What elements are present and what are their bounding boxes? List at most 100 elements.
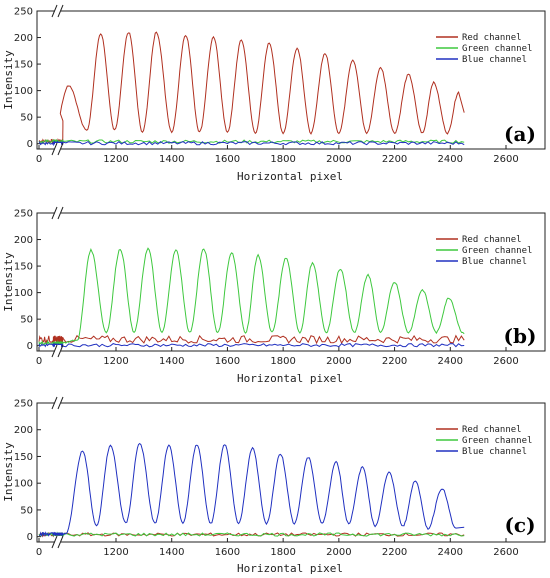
- y-tick-label: 150: [14, 60, 33, 71]
- legend-label: Red channel: [462, 235, 522, 245]
- x-tick-label: 1600: [215, 547, 240, 558]
- ticks-b: [37, 212, 507, 351]
- x-tick-label: 1600: [215, 154, 240, 165]
- y-tick-label: 150: [14, 262, 33, 273]
- y-tick-labels-b: 0 50 100 150 200 250: [14, 209, 33, 353]
- x-tick-label: 2600: [493, 356, 518, 367]
- series-line-red-channel: [38, 334, 465, 345]
- x-tick-label: 0: [36, 356, 42, 367]
- y-tick-label: 250: [14, 209, 33, 220]
- series-line-red-channel: [38, 31, 465, 145]
- ticks-c: [37, 402, 507, 542]
- legend-label: Green channel: [462, 44, 532, 54]
- series-line-blue-channel: [38, 342, 465, 348]
- y-axis-title-b: Intensity: [2, 252, 15, 312]
- axis-break-gap: [55, 536, 61, 548]
- x-tick-labels-b: 0 1200 1400 1600 1800 2000 2200 2400 2600: [36, 356, 519, 367]
- y-tick-label: 0: [27, 532, 33, 543]
- legend-label: Blue channel: [462, 447, 527, 457]
- axis-break-a: [51, 4, 64, 156]
- axis-break-mark: [57, 142, 64, 156]
- axis-break-b: [51, 206, 64, 358]
- axis-break-mark: [57, 396, 64, 410]
- panel-label-a: (a): [504, 122, 536, 146]
- x-tick-label: 1400: [159, 356, 184, 367]
- plot-area-c: [36, 402, 546, 543]
- y-tick-label: 200: [14, 33, 33, 44]
- y-tick-label: 50: [20, 113, 33, 124]
- y-tick-labels-c: 0 50 100 150 200 250: [14, 399, 33, 544]
- x-tick-labels-a: 0 1200 1400 1600 1800 2000 2200 2400 2600: [36, 154, 519, 165]
- x-tick-labels-c: 0 1200 1400 1600 1800 2000 2200 2400 2600: [36, 547, 519, 558]
- x-tick-label: 1200: [103, 356, 128, 367]
- legend-label: Green channel: [462, 436, 532, 446]
- x-tick-label: 1400: [159, 547, 184, 558]
- x-axis-title-c: Horizontal pixel: [237, 562, 343, 575]
- y-tick-label: 50: [20, 505, 33, 516]
- y-tick-label: 100: [14, 479, 33, 490]
- x-tick-label: 1600: [215, 356, 240, 367]
- y-axis-title-a: Intensity: [2, 50, 15, 110]
- ticks-a: [37, 10, 507, 149]
- x-tick-label: 0: [36, 154, 42, 165]
- y-tick-label: 100: [14, 86, 33, 97]
- legend-label: Red channel: [462, 33, 522, 43]
- series-layer-c: [38, 442, 465, 538]
- series-line-blue-channel: [38, 442, 465, 538]
- x-tick-label: 1200: [103, 547, 128, 558]
- x-tick-label: 2400: [438, 154, 463, 165]
- panel-c: 0 50 100 150 200 250 0 1200 1400 1600 1800 2000 220…: [2, 396, 546, 575]
- y-tick-labels-a: 0 50 100 150 200 250: [14, 7, 33, 151]
- axis-break-mark: [57, 206, 64, 220]
- x-tick-label: 2000: [326, 356, 351, 367]
- series-layer-b: [38, 247, 465, 348]
- axis-break-c: [51, 396, 64, 549]
- axis-break-gap: [55, 5, 61, 17]
- y-tick-label: 0: [27, 341, 33, 352]
- legend-label: Red channel: [462, 425, 522, 435]
- x-tick-label: 2000: [326, 547, 351, 558]
- axis-break-mark: [51, 4, 58, 18]
- axis-break-gap: [55, 143, 61, 155]
- plot-area-b: [36, 212, 546, 352]
- x-tick-label: 2600: [493, 154, 518, 165]
- legend-label: Green channel: [462, 246, 532, 256]
- y-tick-label: 50: [20, 315, 33, 326]
- series-layer-a: [38, 31, 465, 147]
- panel-b: 0 50 100 150 200 250 0 1200 1400 1600 1800 2000 220…: [2, 206, 546, 385]
- y-tick-label: 250: [14, 7, 33, 18]
- axis-break-mark: [51, 396, 58, 410]
- x-tick-label: 1200: [103, 154, 128, 165]
- x-tick-label: 2600: [493, 547, 518, 558]
- x-tick-label: 1800: [270, 547, 295, 558]
- y-tick-label: 150: [14, 452, 33, 463]
- y-axis-title-c: Intensity: [2, 442, 15, 502]
- legend-label: Blue channel: [462, 55, 527, 65]
- axis-break-mark: [57, 535, 64, 549]
- y-tick-label: 250: [14, 399, 33, 410]
- x-tick-label: 2400: [438, 547, 463, 558]
- axis-break-gap: [55, 397, 61, 409]
- x-tick-label: 2200: [382, 154, 407, 165]
- panel-label-c: (c): [504, 513, 535, 537]
- axis-break-gap: [55, 207, 61, 219]
- axis-break-mark: [51, 142, 58, 156]
- series-line-green-channel: [38, 247, 465, 347]
- x-tick-label: 2200: [382, 356, 407, 367]
- axis-break-mark: [51, 344, 58, 358]
- axis-break-mark: [57, 344, 64, 358]
- x-tick-label: 2400: [438, 356, 463, 367]
- y-tick-label: 200: [14, 235, 33, 246]
- panel-a: 0 50 100 150 200 250 0 1200 1400 1600 1800 2000 220…: [2, 4, 546, 183]
- y-tick-label: 200: [14, 425, 33, 436]
- axis-break-mark: [57, 4, 64, 18]
- y-tick-label: 100: [14, 288, 33, 299]
- y-tick-label: 0: [27, 139, 33, 150]
- axis-break-mark: [51, 535, 58, 549]
- axis-break-gap: [55, 345, 61, 357]
- legend-label: Blue channel: [462, 257, 527, 267]
